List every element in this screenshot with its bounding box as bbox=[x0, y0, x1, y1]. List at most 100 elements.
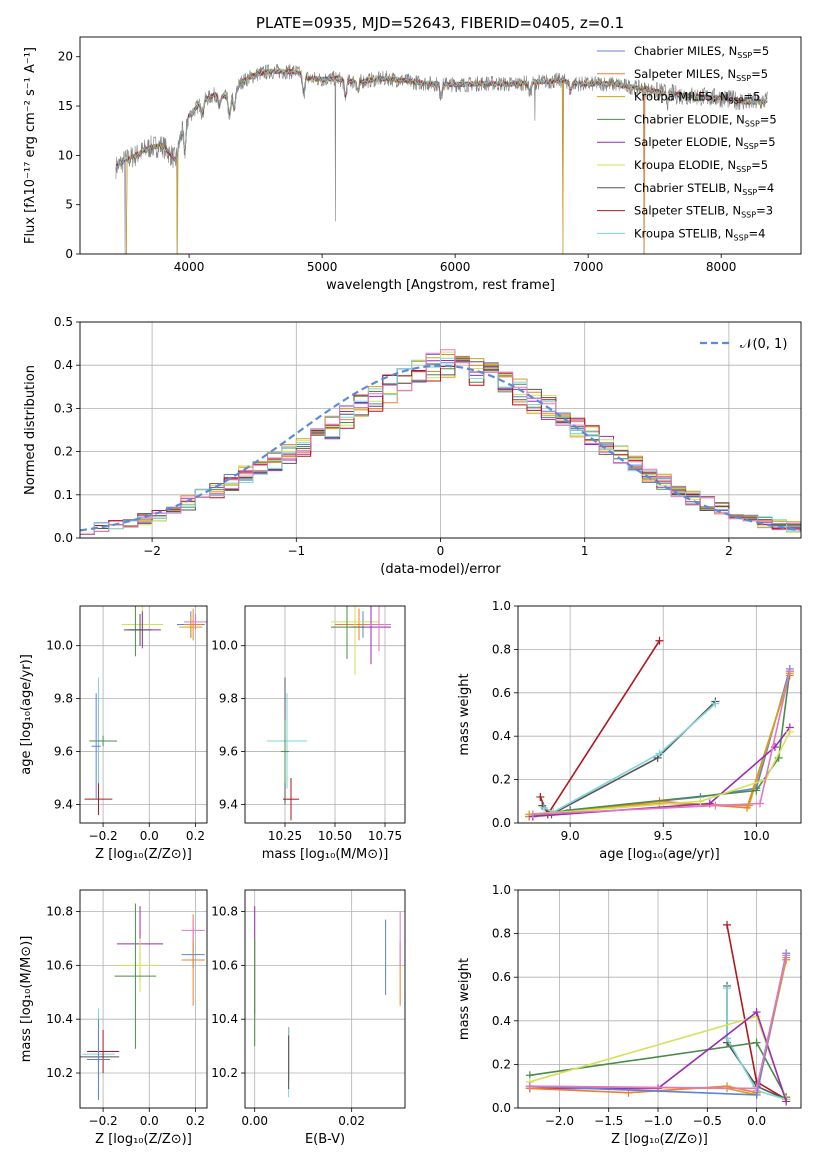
y-tick-label: 0.4 bbox=[492, 729, 511, 743]
x-axis-label: Z [log₁₀(Z/Z⊙)] bbox=[95, 847, 192, 862]
x-tick-label: 4000 bbox=[174, 260, 205, 274]
panel-residuals: −2 −1 0 1 2 0.0 0.1 0.2 0.3 0.4 0.5 (data-model)/er… bbox=[23, 315, 802, 577]
y-axis-label: Normed distribution bbox=[23, 365, 38, 495]
weight-marker bbox=[752, 786, 761, 795]
plot-area bbox=[115, 63, 768, 254]
y-tick-label: 10 bbox=[58, 148, 73, 162]
y-axis-label: mass weight bbox=[457, 673, 472, 755]
weight-marker bbox=[655, 749, 664, 758]
y-tick-label: 10.0 bbox=[46, 639, 73, 653]
panel-age-vs-mass: 10.25 10.50 10.75 9.4 9.6 9.8 10.0 mass [log₁₀(… bbox=[211, 605, 406, 862]
weight-marker bbox=[711, 801, 720, 810]
weight-marker bbox=[525, 1082, 534, 1091]
y-tick-label: 10.8 bbox=[211, 905, 238, 919]
weight-marker bbox=[785, 727, 794, 736]
weight-series bbox=[532, 731, 791, 816]
panel-spectrum: 4000 5000 6000 7000 8000 0 5 10 15 20 wavelength [… bbox=[23, 14, 802, 293]
y-tick-label: 0.2 bbox=[492, 1057, 511, 1071]
plot-area bbox=[80, 349, 801, 535]
axes-frame bbox=[79, 605, 208, 824]
plot-area bbox=[254, 906, 401, 1098]
panel-mass-vs-Z: −0.2 0.0 0.2 10.2 10.4 10.6 10.8 Z [log₁₀(Z/Z⊙)… bbox=[19, 889, 208, 1147]
y-tick-label: 0.0 bbox=[492, 816, 511, 830]
x-tick-label: 10.0 bbox=[743, 829, 770, 843]
y-tick-label: 9.4 bbox=[54, 797, 73, 811]
panel-weight-vs-age: 9.0 9.5 10.0 0.0 0.2 0.4 0.6 0.8 1.0 age [log₁₀(a… bbox=[457, 599, 802, 862]
y-tick-label: 9.6 bbox=[54, 745, 73, 759]
x-axis-label: Z [log₁₀(Z/Z⊙)] bbox=[95, 1132, 192, 1147]
axes-frame bbox=[517, 889, 802, 1109]
legend-entry: Chabrier ELODIE, NSSP=5 bbox=[634, 112, 777, 128]
axes-frame bbox=[79, 36, 802, 255]
x-tick-label: −2.0 bbox=[545, 1114, 574, 1128]
weight-series bbox=[529, 675, 791, 818]
x-tick-label: 6000 bbox=[440, 260, 471, 274]
x-tick-label: 1 bbox=[581, 544, 589, 558]
weight-marker bbox=[536, 792, 545, 801]
y-tick-label: 0.3 bbox=[54, 401, 73, 415]
y-tick-label: 10.4 bbox=[211, 1012, 238, 1026]
weight-marker bbox=[752, 1008, 761, 1017]
x-tick-label: 0.2 bbox=[186, 1114, 205, 1128]
spectrum-model-salpeter-stelib bbox=[115, 68, 768, 170]
gaussian-curve bbox=[80, 364, 801, 532]
y-tick-label: 9.8 bbox=[219, 692, 238, 706]
x-axis-label: (data-model)/error bbox=[380, 562, 501, 577]
y-tick-label: 0.6 bbox=[492, 970, 511, 984]
x-tick-label: −0.2 bbox=[89, 1114, 118, 1128]
axes-frame bbox=[79, 321, 802, 539]
y-axis-label: mass weight bbox=[457, 958, 472, 1040]
legend-entry: Salpeter STELIB, NSSP=3 bbox=[634, 204, 773, 220]
x-tick-label: −0.2 bbox=[89, 829, 118, 843]
weight-series bbox=[726, 988, 787, 1101]
x-axis-label: mass [log₁₀(M/M⊙)] bbox=[262, 847, 389, 862]
legend-entry: Chabrier STELIB, NSSP=4 bbox=[634, 181, 774, 197]
legend-entry: Kroupa STELIB, NSSP=4 bbox=[634, 226, 765, 242]
legend-entry: Kroupa ELODIE, NSSP=5 bbox=[634, 158, 768, 174]
weight-marker bbox=[723, 920, 732, 929]
weight-series bbox=[529, 673, 791, 816]
x-tick-label: 9.0 bbox=[561, 829, 580, 843]
x-tick-label: 10.50 bbox=[318, 829, 352, 843]
y-tick-label: 9.8 bbox=[54, 692, 73, 706]
panel-weight-vs-Z: −2.0 −1.5 −1.0 −0.5 0.0 0.0 0.2 0.4 0.6 0.8 1.0 Z [… bbox=[457, 883, 802, 1147]
x-tick-label: 0 bbox=[437, 544, 445, 558]
x-tick-label: −1 bbox=[287, 544, 305, 558]
x-axis-label: wavelength [Angstrom, rest frame] bbox=[326, 278, 555, 293]
y-tick-label: 10.2 bbox=[46, 1066, 73, 1080]
weight-marker bbox=[528, 810, 537, 819]
weight-marker bbox=[782, 951, 791, 960]
y-tick-label: 0.4 bbox=[492, 1014, 511, 1028]
x-tick-label: 0.0 bbox=[140, 829, 159, 843]
y-tick-label: 10.8 bbox=[46, 905, 73, 919]
x-tick-label: 0.2 bbox=[186, 829, 205, 843]
x-tick-label: 0.02 bbox=[338, 1114, 365, 1128]
axes-frame bbox=[517, 605, 802, 824]
weight-marker bbox=[711, 699, 720, 708]
spectrum-data bbox=[115, 63, 768, 254]
y-tick-label: 0.6 bbox=[492, 686, 511, 700]
y-tick-label: 10.6 bbox=[211, 958, 238, 972]
y-tick-label: 0.0 bbox=[54, 531, 73, 545]
y-tick-label: 10.0 bbox=[211, 639, 238, 653]
y-tick-label: 20 bbox=[58, 50, 73, 64]
x-tick-label: 7000 bbox=[573, 260, 604, 274]
y-tick-label: 0.2 bbox=[492, 773, 511, 787]
weight-marker bbox=[696, 797, 705, 806]
panel-age-vs-Z: −0.2 0.0 0.2 9.4 9.6 9.8 10.0 Z [log₁₀(Z/Z⊙)] ag… bbox=[19, 605, 208, 862]
chart-title: PLATE=0935, MJD=52643, FIBERID=0405, z=0… bbox=[256, 14, 624, 32]
y-tick-label: 0.0 bbox=[492, 1101, 511, 1115]
legend-entry: Kroupa MILES, NSSP=5 bbox=[634, 90, 760, 106]
plot-area bbox=[525, 920, 791, 1106]
histogram-step bbox=[80, 357, 801, 535]
weight-marker bbox=[785, 667, 794, 676]
y-tick-label: 10.2 bbox=[211, 1066, 238, 1080]
weight-marker bbox=[655, 636, 664, 645]
weight-series bbox=[532, 670, 791, 816]
y-tick-label: 0.2 bbox=[54, 445, 73, 459]
axes-frame bbox=[244, 605, 406, 824]
x-tick-label: 5000 bbox=[307, 260, 338, 274]
weight-marker bbox=[756, 799, 765, 808]
x-tick-label: 10.75 bbox=[368, 829, 402, 843]
